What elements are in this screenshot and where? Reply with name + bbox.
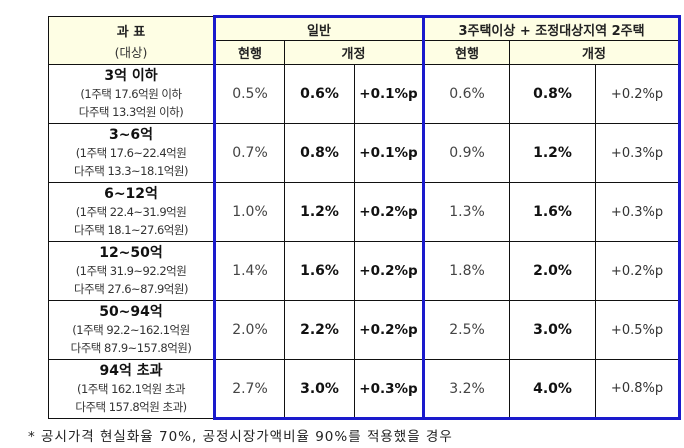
multi-revised-header: 개정 (509, 40, 682, 65)
bracket-title: 50~94억 (99, 304, 163, 320)
multi-current: 0.6% (423, 64, 511, 124)
bracket-title: 3~6억 (108, 127, 154, 143)
bracket-cell: 94억 초과 (1주택 162.1억원 초과 다주택 157.8억원 초과) (48, 359, 215, 419)
multi-delta: +0.3%p (595, 123, 682, 183)
bracket-line1: (1주택 162.1억원 초과 (76, 382, 186, 396)
bracket-cell: 3억 이하 (1주택 17.6억원 이하 다주택 13.3억원 이하) (48, 64, 215, 124)
general-current: 2.7% (213, 359, 285, 420)
table-row: 12~50억 (1주택 31.9~92.2억원 다주택 27.6~87.9억원)… (48, 241, 682, 301)
general-delta: +0.2%p (353, 300, 426, 360)
bracket-cell: 6~12억 (1주택 22.4~31.9억원 다주택 18.1~27.6억원) (48, 182, 215, 242)
general-current: 2.0% (213, 300, 285, 360)
general-revised: 0.6% (284, 64, 355, 124)
general-current: 0.5% (213, 64, 285, 124)
bracket-cell: 50~94억 (1주택 92.2~162.1억원 다주택 87.9~157.8억… (48, 300, 215, 360)
multi-current: 2.5% (423, 300, 511, 360)
bracket-header-sub: (대상) (114, 44, 148, 60)
general-current-header: 현행 (213, 40, 285, 65)
multi-current: 1.3% (423, 182, 511, 242)
bracket-cell: 3~6억 (1주택 17.6~22.4억원 다주택 13.3~18.1억원) (48, 123, 215, 183)
table-row: 3~6억 (1주택 17.6~22.4억원 다주택 13.3~18.1억원) 0… (48, 123, 682, 183)
multi-revised: 2.0% (509, 241, 597, 301)
general-revised: 1.2% (284, 182, 355, 242)
bracket-line2: 다주택 27.6~87.9억원) (74, 282, 188, 296)
multi-revised: 3.0% (509, 300, 597, 360)
general-current: 0.7% (213, 123, 285, 183)
tax-rate-table: 과 표 (대상) 일반 3주택이상 + 조정대상지역 2주택 현행 개정 현행 … (48, 15, 682, 420)
general-revised-header: 개정 (283, 40, 426, 65)
footnote: * 공시가격 현실화율 70%, 공정시장가액비율 90%를 적용했을 경우 (28, 429, 453, 445)
general-delta: +0.2%p (353, 182, 426, 242)
multi-current-header: 현행 (423, 40, 511, 65)
group-header-multi-home: 3주택이상 + 조정대상지역 2주택 (423, 15, 682, 41)
multi-revised: 1.2% (509, 123, 597, 183)
general-delta: +0.1%p (353, 64, 426, 124)
multi-delta: +0.2%p (595, 241, 682, 301)
multi-current: 3.2% (423, 359, 511, 420)
multi-current: 1.8% (423, 241, 511, 301)
general-delta: +0.2%p (353, 241, 426, 301)
bracket-cell: 12~50억 (1주택 31.9~92.2억원 다주택 27.6~87.9억원) (48, 241, 215, 301)
bracket-title: 3억 이하 (104, 68, 158, 84)
general-revised: 3.0% (284, 359, 355, 420)
general-revised: 1.6% (284, 241, 355, 301)
general-revised: 0.8% (284, 123, 355, 183)
general-current: 1.4% (213, 241, 285, 301)
bracket-line1: (1주택 22.4~31.9억원 (75, 205, 187, 219)
table-row: 6~12억 (1주택 22.4~31.9억원 다주택 18.1~27.6억원) … (48, 182, 682, 242)
bracket-line2: 다주택 157.8억원 초과) (75, 400, 187, 414)
group-header-general: 일반 (212, 15, 426, 41)
bracket-line2: 다주택 18.1~27.6억원) (74, 223, 188, 237)
general-revised: 2.2% (284, 300, 355, 360)
bracket-column-header: 과 표 (대상) (48, 16, 215, 65)
bracket-line2: 다주택 13.3억원 이하) (78, 105, 184, 119)
bracket-line2: 다주택 87.9~157.8억원) (70, 341, 192, 355)
general-delta: +0.1%p (353, 123, 426, 183)
multi-delta: +0.5%p (595, 300, 682, 360)
table-row: 94억 초과 (1주택 162.1억원 초과 다주택 157.8억원 초과) 2… (48, 359, 682, 420)
multi-delta: +0.2%p (595, 64, 682, 124)
bracket-line1: (1주택 92.2~162.1억원 (72, 323, 190, 337)
bracket-title: 12~50억 (99, 245, 163, 261)
bracket-title: 94억 초과 (99, 363, 163, 379)
bracket-header-title: 과 표 (116, 24, 146, 40)
bracket-line1: (1주택 17.6억원 이하 (80, 87, 182, 101)
multi-delta: +0.8%p (595, 359, 682, 420)
multi-revised: 4.0% (509, 359, 597, 420)
general-current: 1.0% (213, 182, 285, 242)
bracket-title: 6~12억 (104, 186, 158, 202)
bracket-line1: (1주택 17.6~22.4억원 (75, 146, 187, 160)
multi-revised: 0.8% (509, 64, 597, 124)
multi-delta: +0.3%p (595, 182, 682, 242)
multi-revised: 1.6% (509, 182, 597, 242)
general-delta: +0.3%p (353, 359, 426, 420)
table-row: 50~94억 (1주택 92.2~162.1억원 다주택 87.9~157.8억… (48, 300, 682, 360)
bracket-line2: 다주택 13.3~18.1억원) (74, 164, 188, 178)
bracket-line1: (1주택 31.9~92.2억원 (75, 264, 187, 278)
table-row: 3억 이하 (1주택 17.6억원 이하 다주택 13.3억원 이하) 0.5%… (48, 64, 682, 124)
multi-current: 0.9% (423, 123, 511, 183)
